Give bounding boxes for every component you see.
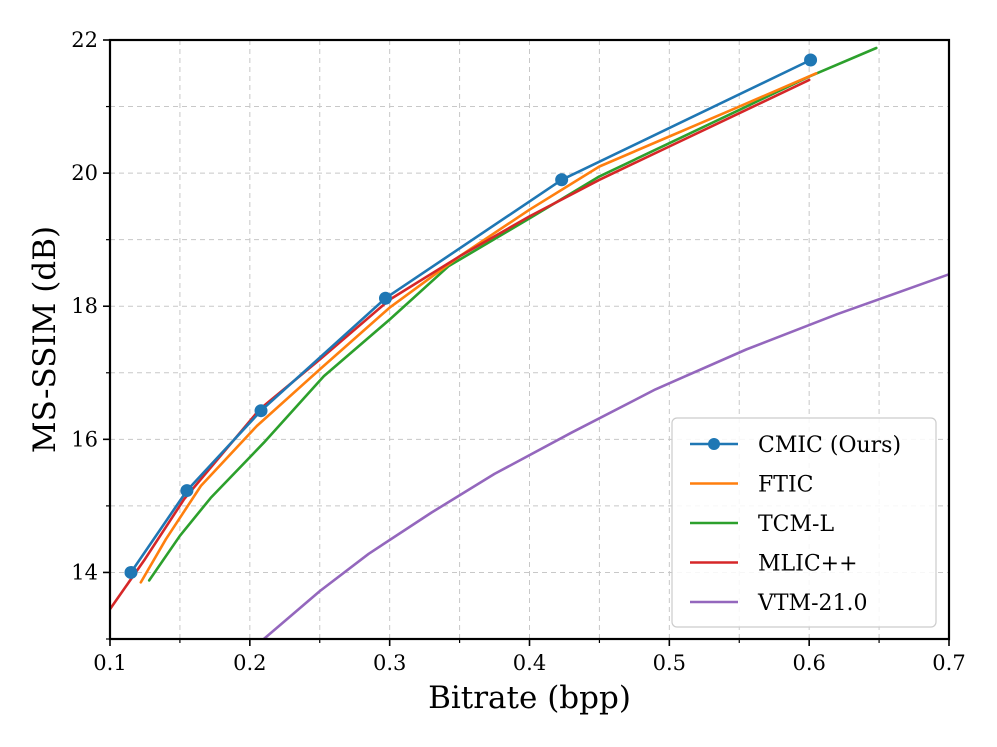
- y-tick-label: 20: [71, 161, 98, 185]
- y-tick-label: 18: [71, 294, 98, 318]
- legend: CMIC (Ours) FTIC TCM-L MLIC++ VTM-21.0: [671, 417, 937, 628]
- legend-label-vtm-21-0: VTM-21.0: [757, 591, 868, 616]
- series-group: [110, 46, 949, 639]
- x-tick-label: 0.2: [233, 651, 266, 675]
- x-tick-label: 0.6: [792, 651, 825, 675]
- y-axis-label: MS-SSIM (dB): [27, 226, 63, 453]
- y-tick-label: 16: [71, 427, 98, 451]
- x-axis-label: Bitrate (bpp): [428, 680, 631, 716]
- legend-label-mlic: MLIC++: [758, 552, 858, 577]
- data-point-cmic-ours: [804, 53, 818, 67]
- data-point-cmic-ours: [378, 291, 392, 305]
- data-point-cmic-ours: [555, 173, 569, 187]
- series-line-cmic-ours: [129, 58, 812, 574]
- legend-label-ftic: FTIC: [758, 473, 813, 498]
- x-tick-label: 0.7: [932, 651, 965, 675]
- x-tick-label: 0.3: [373, 651, 406, 675]
- series-line-tcm-l: [147, 46, 878, 582]
- grid: [110, 40, 949, 639]
- series-line-ftic: [139, 72, 818, 584]
- x-tick-label: 0.5: [653, 651, 686, 675]
- data-point-cmic-ours: [254, 404, 268, 418]
- legend-marker-cmic-ours: [708, 438, 720, 450]
- legend-label-tcm-l: TCM-L: [758, 512, 834, 537]
- series-line-vtm-21-0: [262, 272, 949, 639]
- series-line-mlic: [110, 78, 811, 611]
- axis-ticks: 0.1 0.2 0.3 0.4 0.5 0.6 0.7 14 16 18 20 22: [71, 28, 965, 675]
- x-tick-label: 0.4: [513, 651, 546, 675]
- y-tick-label: 22: [71, 28, 98, 52]
- legend-label-cmic-ours: CMIC (Ours): [758, 433, 901, 458]
- data-point-cmic-ours: [124, 565, 138, 579]
- x-tick-label: 0.1: [93, 651, 126, 675]
- y-tick-label: 14: [71, 560, 98, 584]
- data-point-cmic-ours: [180, 484, 194, 498]
- legend-box: [671, 417, 937, 628]
